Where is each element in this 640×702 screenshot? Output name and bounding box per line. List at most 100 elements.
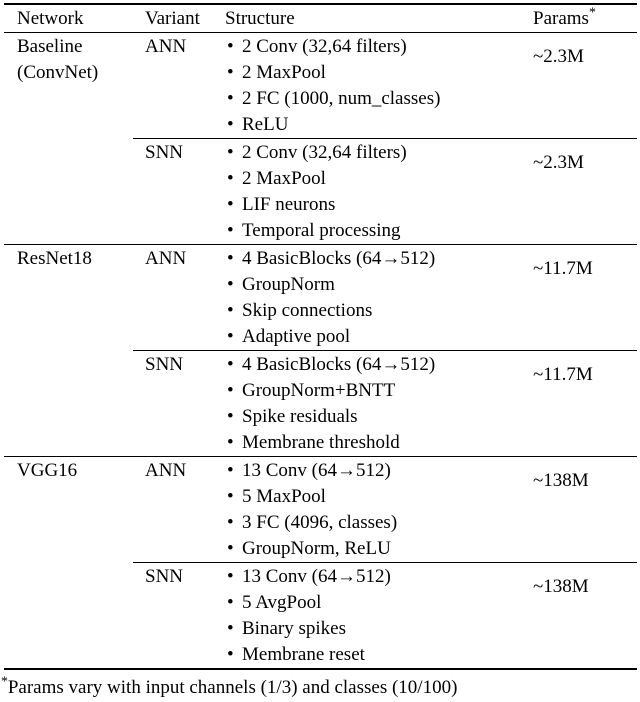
- structure-item-text: 2 Conv (32,64 filters): [242, 142, 407, 163]
- structure-item: • ReLU: [225, 112, 533, 138]
- structure-item-text: 2 FC (1000, num_classes): [242, 88, 441, 109]
- structure-item-text: Membrane threshold: [242, 432, 400, 453]
- bullet-icon: •: [227, 142, 234, 163]
- variant-row: SNN • 4 BasicBlocks (64→512) • GroupNorm+BNT…: [0, 351, 640, 456]
- col-header-structure: Structure: [225, 7, 295, 29]
- header-rule: [4, 32, 637, 33]
- structure-item-text: GroupNorm+BNTT: [242, 380, 396, 401]
- network-group: VGG16 ANN • 13 Conv (64→512) • 5 MaxPool • 3 FC…: [0, 457, 640, 668]
- structure-item-text: 5 MaxPool: [242, 486, 326, 507]
- structure-item-text: GroupNorm, ReLU: [242, 538, 391, 559]
- bullet-icon: •: [227, 220, 234, 241]
- variant-row: SNN • 2 Conv (32,64 filters) • 2 MaxPool • LIF…: [0, 139, 640, 244]
- network-cell: VGG16: [0, 458, 133, 562]
- params-cell: ~11.7M: [533, 364, 593, 385]
- structure-item-text: 13 Conv (64→512): [242, 460, 391, 481]
- bullet-icon: •: [227, 62, 234, 83]
- structure-item-text: 13 Conv (64→512): [242, 566, 391, 587]
- structure-item-text: Binary spikes: [242, 618, 346, 639]
- network-cell: ResNet18: [0, 246, 133, 350]
- params-cell: ~11.7M: [533, 258, 593, 279]
- structure-item-text: 4 BasicBlocks (64→512): [242, 354, 436, 375]
- bullet-icon: •: [227, 194, 234, 215]
- group-separator-rule: [4, 456, 637, 457]
- table-footnote: *Params vary with input channels (1/3) a…: [0, 673, 640, 701]
- network-cell: [0, 564, 133, 668]
- structure-cell: • 2 Conv (32,64 filters) • 2 MaxPool • LIF ne…: [225, 140, 533, 244]
- structure-item: • Temporal processing: [225, 218, 533, 244]
- structure-item-text: Spike residuals: [242, 406, 358, 427]
- structure-item: • 2 MaxPool: [225, 60, 533, 86]
- bullet-icon: •: [227, 460, 234, 481]
- structure-item: • Adaptive pool: [225, 324, 533, 350]
- structure-item: • GroupNorm, ReLU: [225, 536, 533, 562]
- variant-separator-rule: [133, 562, 637, 563]
- structure-item-text: GroupNorm: [242, 274, 335, 295]
- bullet-icon: •: [227, 326, 234, 347]
- params-cell: ~2.3M: [533, 46, 584, 67]
- bullet-icon: •: [227, 592, 234, 613]
- bullet-icon: •: [227, 644, 234, 665]
- variant-cell: SNN: [145, 354, 184, 375]
- bullet-icon: •: [227, 274, 234, 295]
- bullet-icon: •: [227, 566, 234, 587]
- network-cell: [0, 352, 133, 456]
- table-top-rule: [4, 3, 637, 5]
- params-cell: ~2.3M: [533, 152, 584, 173]
- bullet-icon: •: [227, 380, 234, 401]
- structure-item: • Membrane reset: [225, 642, 533, 668]
- variant-separator-rule: [133, 138, 637, 139]
- bullet-icon: •: [227, 512, 234, 533]
- network-name: VGG16: [17, 460, 78, 481]
- network-cell: Baseline (ConvNet): [0, 34, 133, 138]
- structure-item: • GroupNorm+BNTT: [225, 378, 533, 404]
- footnote-asterisk-icon: *: [1, 673, 8, 689]
- bullet-icon: •: [227, 114, 234, 135]
- structure-item: • 13 Conv (64→512): [225, 458, 533, 484]
- col-header-params-label: Params: [533, 7, 589, 29]
- variant-cell: ANN: [145, 36, 187, 57]
- structure-item: • Skip connections: [225, 298, 533, 324]
- structure-item-text: Temporal processing: [242, 220, 401, 241]
- structure-item-text: Skip connections: [242, 300, 373, 321]
- variant-row: VGG16 ANN • 13 Conv (64→512) • 5 MaxPool • 3 FC…: [0, 457, 640, 562]
- col-header-network: Network: [17, 7, 84, 29]
- variant-row: ResNet18 ANN • 4 BasicBlocks (64→512) • Group…: [0, 245, 640, 350]
- structure-item: • 4 BasicBlocks (64→512): [225, 352, 533, 378]
- table-body: Baseline (ConvNet) ANN • 2 Conv (32,64 filte…: [0, 33, 640, 668]
- structure-item-text: 2 MaxPool: [242, 168, 326, 189]
- network-name: ResNet18: [17, 248, 92, 269]
- bullet-icon: •: [227, 300, 234, 321]
- params-cell: ~138M: [533, 576, 589, 597]
- structure-item: • 5 MaxPool: [225, 484, 533, 510]
- table-bottom-rule: [4, 668, 637, 670]
- structure-item-text: 4 BasicBlocks (64→512): [242, 248, 436, 269]
- structure-item-text: 2 Conv (32,64 filters): [242, 36, 407, 57]
- structure-item: • 3 FC (4096, classes): [225, 510, 533, 536]
- architecture-comparison-table: Network Variant Structure Params* Baseli…: [0, 3, 640, 670]
- structure-cell: • 4 BasicBlocks (64→512) • GroupNorm+BNTT • S…: [225, 352, 533, 456]
- bullet-icon: •: [227, 36, 234, 57]
- structure-item: • 5 AvgPool: [225, 590, 533, 616]
- structure-item: • Spike residuals: [225, 404, 533, 430]
- structure-cell: • 13 Conv (64→512) • 5 MaxPool • 3 FC (4096, …: [225, 458, 533, 562]
- variant-separator-rule: [133, 350, 637, 351]
- structure-item: • Binary spikes: [225, 616, 533, 642]
- structure-item: • LIF neurons: [225, 192, 533, 218]
- bullet-icon: •: [227, 538, 234, 559]
- network-name: (ConvNet): [17, 62, 99, 83]
- structure-item-text: ReLU: [242, 114, 289, 135]
- bullet-icon: •: [227, 168, 234, 189]
- group-separator-rule: [4, 244, 637, 245]
- bullet-icon: •: [227, 248, 234, 269]
- structure-item-text: 5 AvgPool: [242, 592, 322, 613]
- col-header-params: Params*: [533, 5, 640, 32]
- structure-item: • 2 Conv (32,64 filters): [225, 34, 533, 60]
- structure-item-text: 2 MaxPool: [242, 62, 326, 83]
- structure-item: • 4 BasicBlocks (64→512): [225, 246, 533, 272]
- bullet-icon: •: [227, 354, 234, 375]
- variant-cell: ANN: [145, 460, 187, 481]
- variant-cell: SNN: [145, 566, 184, 587]
- structure-cell: • 2 Conv (32,64 filters) • 2 MaxPool • 2 FC (…: [225, 34, 533, 138]
